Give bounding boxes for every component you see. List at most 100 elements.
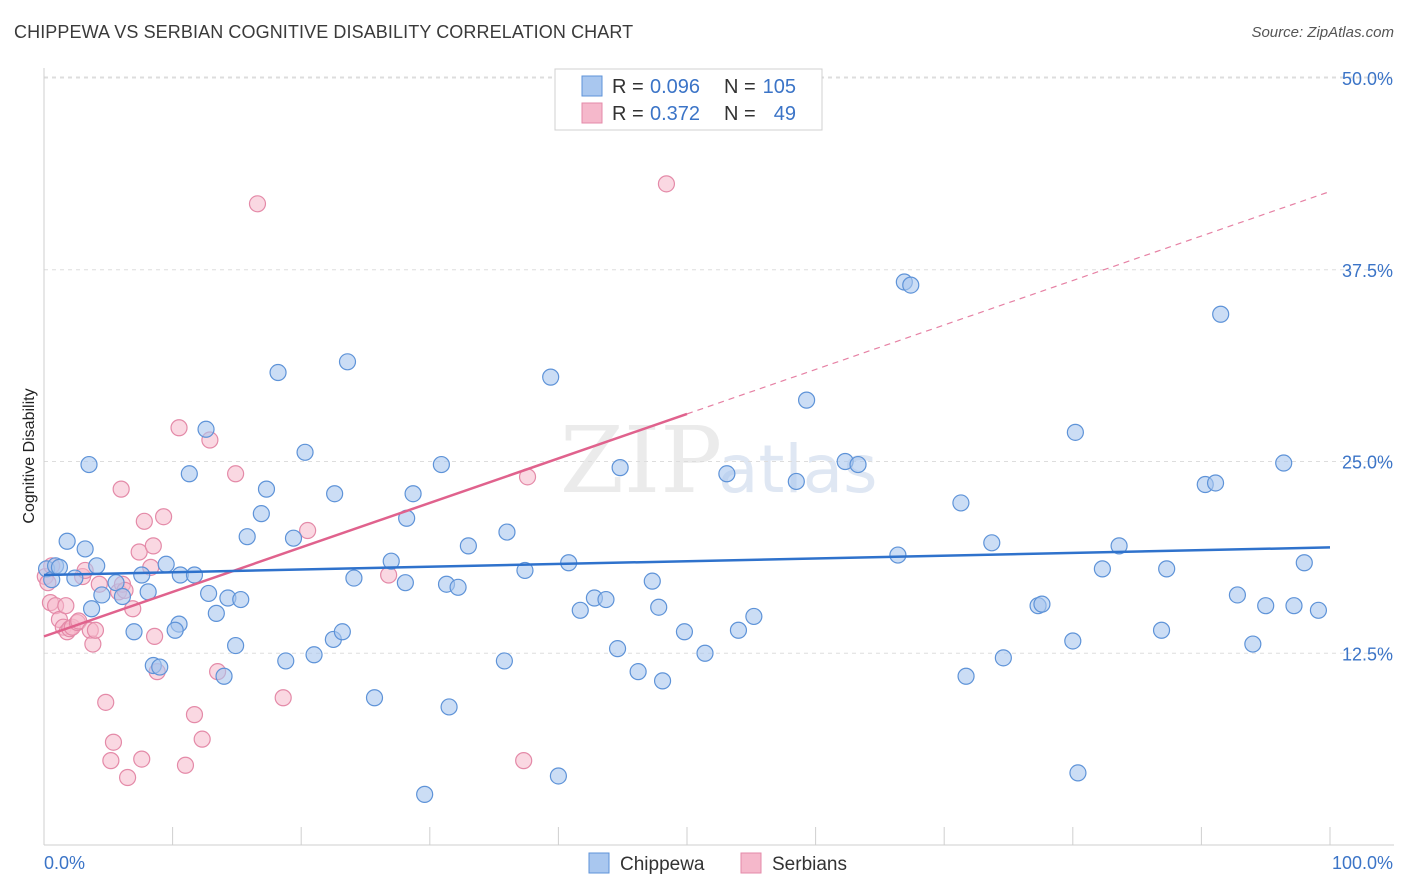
bottom-legend-label-chippewa: Chippewa: [620, 854, 705, 875]
legend-n-label-1: N =: [724, 76, 756, 98]
chippewa-point: [1069, 764, 1087, 782]
chippewa-point: [382, 552, 400, 570]
bottom-legend-swatch-serbian: [740, 852, 762, 874]
y-tick-labels: 12.5% 25.0% 37.5% 50.0%: [1342, 69, 1393, 664]
legend-n-label-2: N =: [724, 103, 756, 125]
serbian-point: [299, 521, 317, 540]
chippewa-point: [597, 590, 615, 609]
legend-swatch-serbian: [581, 102, 603, 124]
chippewa-points: [37, 273, 1328, 803]
chippewa-point: [50, 558, 69, 576]
chippewa-point: [608, 640, 627, 658]
source-label: Source: ZipAtlas.com: [1251, 24, 1394, 41]
chippewa-point: [729, 621, 748, 639]
chippewa-point: [516, 561, 534, 580]
watermark-atlas: atlas: [718, 431, 878, 508]
chippewa-point: [459, 537, 477, 555]
chippewa-point: [745, 607, 763, 626]
chippewa-point: [718, 465, 736, 483]
chippewa-point: [227, 636, 245, 655]
chippewa-point: [994, 649, 1012, 667]
serbian-point: [145, 627, 164, 645]
chippewa-point: [326, 485, 344, 503]
chippewa-point: [82, 600, 101, 618]
bottom-legend: Chippewa Serbians: [588, 852, 847, 875]
chippewa-point: [1152, 621, 1171, 639]
chippewa-point: [549, 767, 568, 785]
chippewa-point: [643, 572, 661, 590]
y-tick-label: 25.0%: [1342, 453, 1393, 473]
chippewa-point: [284, 529, 303, 547]
x-tick-label-min: 0.0%: [44, 853, 85, 873]
serbian-point: [657, 175, 676, 193]
chippewa-point: [449, 578, 467, 596]
chippewa-point: [1228, 586, 1247, 604]
chippewa-point: [495, 652, 513, 670]
chippewa-point: [542, 368, 560, 386]
chippewa-point: [238, 528, 256, 546]
chippewa-point: [404, 485, 422, 503]
serbian-point: [97, 693, 115, 711]
legend-n-value-2: 49: [774, 103, 796, 125]
chippewa-point: [166, 621, 184, 639]
x-ticks: [172, 827, 1331, 845]
chippewa-point: [200, 584, 218, 603]
chippewa-point: [151, 658, 169, 676]
chippewa-point: [675, 623, 694, 641]
chippewa-point: [277, 652, 295, 670]
serbian-trend-line: [43, 412, 688, 638]
chippewa-point: [257, 480, 276, 498]
watermark-zip: ZIP: [560, 407, 722, 514]
serbian-point: [185, 706, 204, 724]
chippewa-point: [611, 459, 629, 477]
chippewa-point: [113, 587, 132, 606]
chippewa-point: [333, 623, 351, 641]
chippewa-point: [76, 540, 94, 558]
chippewa-point: [1066, 423, 1084, 441]
serbian-point: [144, 537, 162, 555]
chippewa-point: [1158, 560, 1176, 578]
chippewa-point: [157, 555, 175, 573]
watermark: ZIP atlas: [560, 407, 878, 514]
serbian-trend-line-extension: [686, 190, 1331, 415]
y-tick-label: 12.5%: [1342, 644, 1393, 664]
chippewa-point: [1110, 537, 1128, 555]
chippewa-point: [58, 532, 76, 550]
legend-swatch-chippewa: [581, 75, 603, 97]
chippewa-point: [365, 689, 384, 707]
chippewa-point: [133, 566, 151, 584]
chippewa-point: [197, 420, 215, 438]
chippewa-point: [1033, 595, 1051, 613]
chippewa-point: [498, 523, 516, 541]
chippewa-point: [787, 472, 805, 491]
chippewa-point: [1257, 597, 1275, 615]
chippewa-point: [185, 566, 204, 584]
chippewa-point: [252, 505, 270, 523]
chippewa-point: [88, 557, 106, 575]
chippewa-point: [207, 604, 225, 622]
chippewa-point: [440, 698, 458, 716]
chippewa-point: [1212, 305, 1230, 323]
chart-title: CHIPPEWA VS SERBIAN COGNITIVE DISABILITY…: [14, 22, 634, 42]
chippewa-point: [232, 590, 250, 609]
chippewa-point: [296, 443, 314, 461]
chippewa-point: [696, 644, 714, 662]
chippewa-point: [269, 363, 287, 382]
chippewa-point: [1285, 597, 1303, 615]
chippewa-point: [416, 785, 434, 803]
y-axis-label: Cognitive Disability: [21, 388, 38, 523]
chippewa-point: [93, 586, 111, 604]
serbian-point: [154, 508, 173, 526]
chippewa-point: [396, 574, 414, 592]
chippewa-point: [650, 598, 668, 616]
legend-r-label-2: R =: [612, 103, 644, 125]
serbian-point: [57, 597, 75, 615]
chippewa-point: [1244, 635, 1262, 653]
chippewa-point: [849, 455, 867, 474]
chippewa-point: [902, 276, 920, 294]
legend-box: R = 0.096 N = 105 R = 0.372 N = 49: [554, 68, 823, 131]
chippewa-point: [1295, 554, 1313, 572]
serbian-point: [515, 752, 533, 770]
serbian-point: [118, 768, 137, 787]
